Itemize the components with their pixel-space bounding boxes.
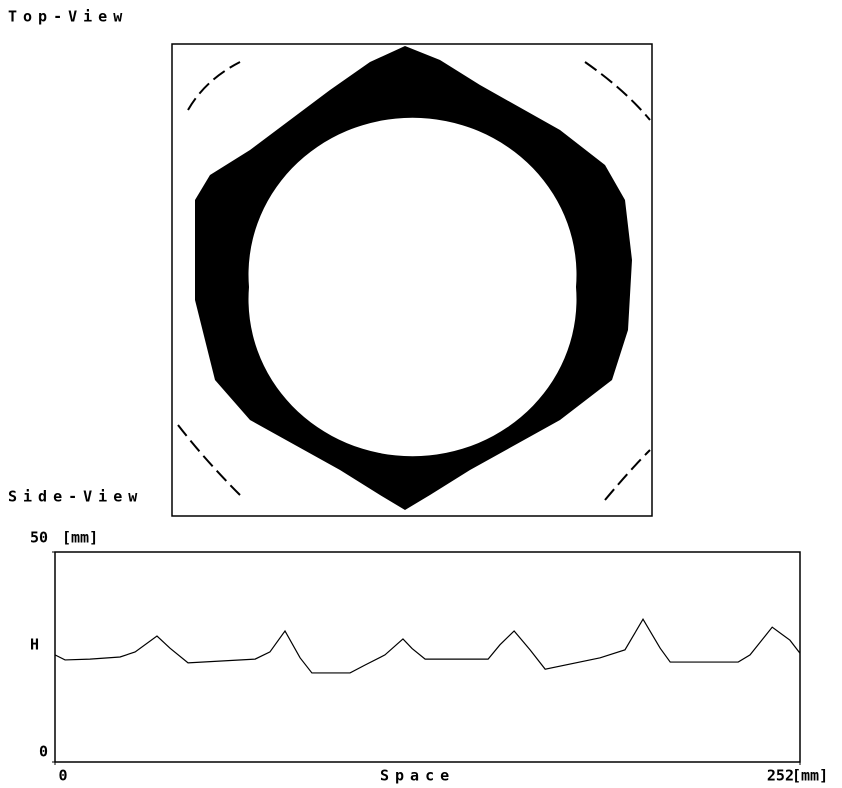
x-axis-label: Space xyxy=(380,767,455,785)
x-tick-label: 252 xyxy=(767,767,794,785)
side-view-title: Side-View xyxy=(8,488,143,506)
y-tick-label: 50 xyxy=(30,529,48,547)
plot-frame xyxy=(55,552,800,762)
top-view-title: Top-View xyxy=(8,8,128,26)
figure: Top-View Side-View H [mm] Space [mm] 0 50… xyxy=(0,0,842,788)
top-view-image xyxy=(172,44,652,516)
x-unit: [mm] xyxy=(792,767,828,785)
y-unit: [mm] xyxy=(62,529,98,547)
line xyxy=(55,619,800,673)
y-tick-label: 0 xyxy=(39,743,48,761)
y-axis-label: H xyxy=(30,636,39,654)
x-tick-label: 0 xyxy=(58,767,67,785)
